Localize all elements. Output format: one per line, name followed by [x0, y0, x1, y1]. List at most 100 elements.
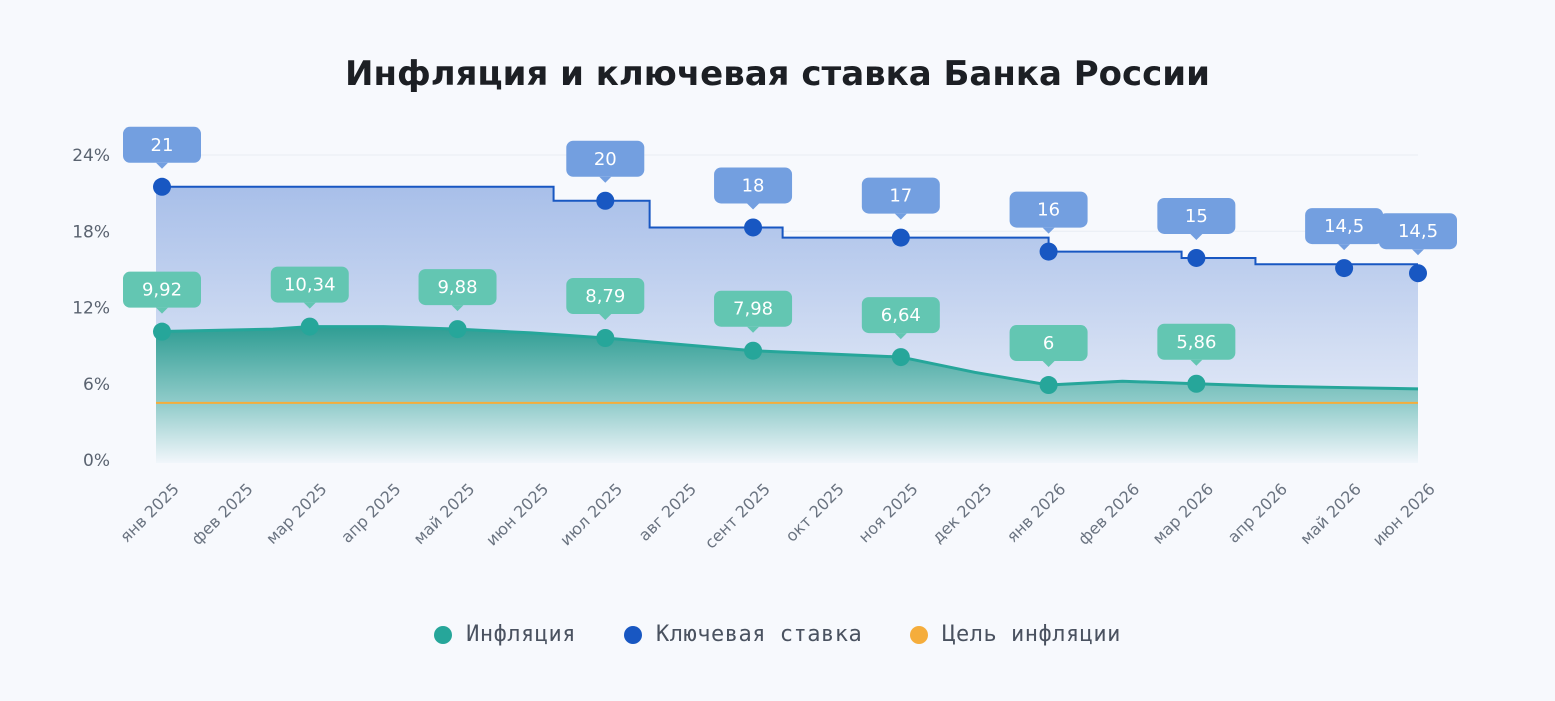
x-tick-label: мар 2025 [262, 479, 330, 547]
x-tick-label: янв 2026 [1003, 479, 1070, 546]
x-tick-label: апр 2025 [337, 479, 404, 546]
label-text: 10,34 [284, 275, 336, 296]
key-rate-line [156, 185, 1418, 266]
key-rate-data-label: 17 [861, 177, 940, 220]
inflation-data-label: 5,86 [1157, 323, 1236, 366]
inflation-data-label: 6,64 [861, 297, 940, 340]
label-text: 21 [151, 135, 174, 156]
key-rate-point [1039, 242, 1058, 261]
x-tick-label: мар 2026 [1149, 479, 1217, 547]
x-tick-label: ноя 2025 [855, 479, 922, 546]
label-box [1157, 323, 1236, 360]
legend-item-target[interactable]: Цель инфляции [910, 622, 1121, 647]
legend-label: Ключевая ставка [656, 622, 863, 647]
label-pointer [156, 307, 168, 314]
data-labels: 21 20 18 17 16 15 14,5 14,5 9,92 10,34 9,88 8,79 7,9… [123, 126, 1457, 368]
inflation-data-label: 9,88 [418, 269, 497, 312]
x-tick-label: авг 2025 [635, 479, 700, 544]
label-pointer [1190, 359, 1203, 366]
label-pointer [894, 333, 907, 340]
label-pointer [1190, 233, 1203, 240]
legend-item-inflation[interactable]: Инфляция [434, 622, 576, 647]
label-text: 16 [1037, 200, 1060, 221]
key-rate-data-label: 20 [566, 140, 645, 183]
x-tick-label: май 2026 [1296, 479, 1365, 548]
key-rate-data-label: 18 [714, 167, 793, 210]
label-text: 14,5 [1324, 216, 1364, 237]
label-text: 7,98 [733, 299, 773, 320]
legend: Инфляция Ключевая ставка Цель инфляции [0, 622, 1555, 647]
label-pointer [747, 203, 760, 210]
legend-marker-inflation [434, 625, 453, 644]
inflation-data-label: 10,34 [270, 266, 349, 309]
label-text: 14,5 [1398, 221, 1438, 242]
x-tick-label: фев 2026 [1074, 479, 1143, 548]
inflation-point [596, 329, 615, 347]
inflation-point [448, 320, 467, 339]
inflation-point [891, 348, 910, 367]
label-text: 5,86 [1176, 332, 1216, 353]
key-rate-data-label: 14,5 [1379, 213, 1457, 256]
x-tick-label: апр 2026 [1224, 479, 1291, 546]
key-rate-data-label: 16 [1009, 191, 1088, 234]
label-box [861, 177, 940, 214]
x-tick-label: сент 2025 [701, 479, 774, 552]
label-box [714, 167, 793, 204]
label-box [1009, 325, 1088, 362]
label-box [861, 297, 940, 334]
legend-marker-key-rate [624, 625, 643, 644]
label-text: 8,79 [585, 286, 625, 307]
label-pointer [156, 162, 168, 169]
label-pointer [303, 302, 316, 309]
key-rate-point [891, 228, 910, 247]
label-text: 20 [594, 149, 617, 170]
x-tick-label: июн 2025 [482, 479, 552, 549]
key-rate-point [596, 191, 615, 210]
label-box [418, 269, 497, 306]
inflation-data-label: 6 [1009, 325, 1088, 368]
label-text: 6,64 [881, 305, 921, 326]
x-tick-label: дек 2025 [928, 479, 995, 546]
key-rate-point [1409, 264, 1427, 283]
y-tick-label: 24% [72, 146, 110, 166]
legend-item-key-rate[interactable]: Ключевая ставка [624, 622, 862, 647]
key-rate-point [1335, 259, 1354, 278]
label-pointer [1042, 227, 1055, 234]
key-rate-point [153, 177, 171, 196]
label-box [566, 140, 645, 177]
key-rate-data-label: 14,5 [1305, 208, 1384, 251]
chart-title: Инфляция и ключевая ставка Банка России [345, 54, 1210, 94]
key-rate-point [1187, 248, 1206, 267]
label-box [1009, 191, 1088, 228]
label-pointer [1338, 244, 1351, 251]
label-pointer [451, 305, 464, 312]
inflation-data-label: 7,98 [714, 290, 793, 333]
label-text: 9,92 [142, 280, 182, 301]
inflation-point [1039, 376, 1058, 395]
label-text: 18 [742, 175, 765, 196]
legend-label: Инфляция [466, 622, 577, 647]
label-box [1379, 213, 1457, 250]
y-tick-label: 6% [83, 375, 110, 395]
label-box [123, 126, 201, 163]
label-pointer [747, 326, 760, 333]
label-box [566, 278, 645, 314]
y-tick-label: 12% [72, 299, 110, 319]
inflation-area [156, 326, 1418, 463]
label-pointer [894, 213, 907, 220]
label-text: 15 [1185, 206, 1208, 227]
label-pointer [1042, 361, 1055, 368]
x-tick-label: июн 2026 [1369, 479, 1439, 549]
inflation-point [744, 341, 763, 360]
inflation-line [155, 325, 1419, 391]
label-pointer [599, 314, 612, 320]
label-text: 6 [1043, 333, 1054, 354]
label-box [270, 266, 349, 303]
label-box [123, 271, 201, 308]
label-box [1305, 208, 1384, 245]
label-box [1157, 197, 1236, 234]
series-lines [155, 185, 1419, 404]
inflation-point [1187, 374, 1206, 393]
inflation-data-label: 8,79 [566, 278, 645, 320]
